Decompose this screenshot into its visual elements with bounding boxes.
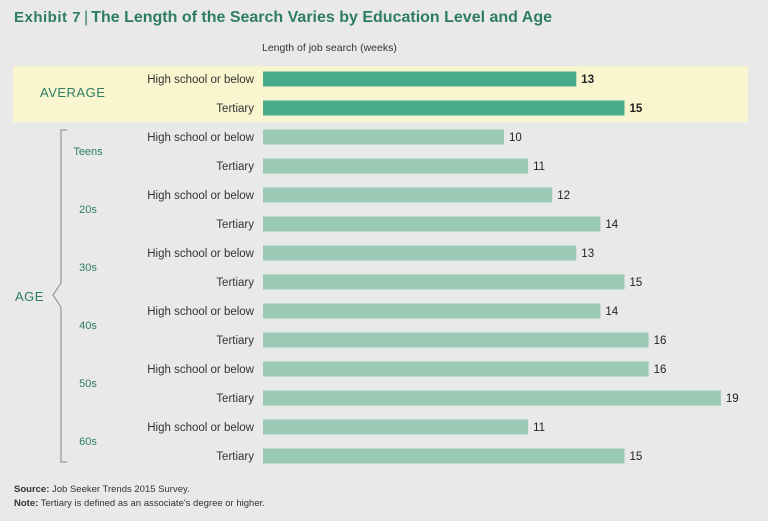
note-text: Tertiary is defined as an associate's de… <box>38 498 265 509</box>
bar <box>263 361 649 377</box>
bar <box>263 71 577 87</box>
category-label: High school or below <box>147 364 254 376</box>
note-line: Note: Tertiary is defined as an associat… <box>14 498 265 509</box>
value-label: 14 <box>605 306 618 318</box>
value-label: 16 <box>654 364 667 376</box>
age-group-label: 60s <box>79 436 97 448</box>
chart-title: The Length of the Search Varies by Educa… <box>91 9 553 26</box>
value-label: 13 <box>581 74 594 86</box>
bar <box>263 419 529 435</box>
source-text: Job Seeker Trends 2015 Survey. <box>49 484 190 495</box>
note-label: Note: <box>14 498 39 509</box>
category-label: High school or below <box>147 132 254 144</box>
category-label: Tertiary <box>216 277 254 289</box>
source-label: Source: <box>14 484 50 495</box>
age-group-label: 50s <box>79 378 97 390</box>
bar <box>263 390 721 406</box>
age-group-label: 20s <box>79 204 97 216</box>
category-label: Tertiary <box>216 335 254 347</box>
bar <box>263 129 504 145</box>
value-label: 10 <box>509 132 522 144</box>
bar <box>263 448 625 464</box>
category-label: High school or below <box>147 190 254 202</box>
value-label: 13 <box>581 248 594 260</box>
value-label: 16 <box>654 335 667 347</box>
bar <box>263 158 529 174</box>
category-label: High school or below <box>147 74 254 86</box>
category-label: High school or below <box>147 306 254 318</box>
category-label: High school or below <box>147 248 254 260</box>
category-label: Tertiary <box>216 161 254 173</box>
bar <box>263 100 625 116</box>
bar <box>263 245 577 261</box>
age-label: AGE <box>15 289 44 304</box>
category-label: High school or below <box>147 422 254 434</box>
age-group-label: 40s <box>79 320 97 332</box>
value-label: 19 <box>726 393 739 405</box>
exhibit-title: Exhibit 7 | The Length of the Search Varie… <box>14 9 552 27</box>
value-label: 12 <box>557 190 570 202</box>
bar <box>263 216 601 232</box>
value-label: 11 <box>533 422 545 434</box>
value-label: 15 <box>630 277 643 289</box>
average-label: AVERAGE <box>40 85 106 100</box>
value-label: 15 <box>630 103 643 115</box>
bar <box>263 303 601 319</box>
age-group-label: 30s <box>79 262 97 274</box>
category-label: Tertiary <box>216 103 254 115</box>
category-label: Tertiary <box>216 393 254 405</box>
category-label: Tertiary <box>216 451 254 463</box>
axis-title: Length of job search (weeks) <box>262 42 397 54</box>
value-label: 11 <box>533 161 545 173</box>
category-label: Tertiary <box>216 219 254 231</box>
exhibit-number: Exhibit 7 <box>14 9 82 26</box>
bar <box>263 274 625 290</box>
title-separator: | <box>84 9 89 26</box>
value-label: 15 <box>630 451 643 463</box>
bar <box>263 332 649 348</box>
bar <box>263 187 553 203</box>
value-label: 14 <box>605 219 618 231</box>
source-line: Source: Job Seeker Trends 2015 Survey. <box>14 484 190 495</box>
age-group-label: Teens <box>73 146 103 158</box>
